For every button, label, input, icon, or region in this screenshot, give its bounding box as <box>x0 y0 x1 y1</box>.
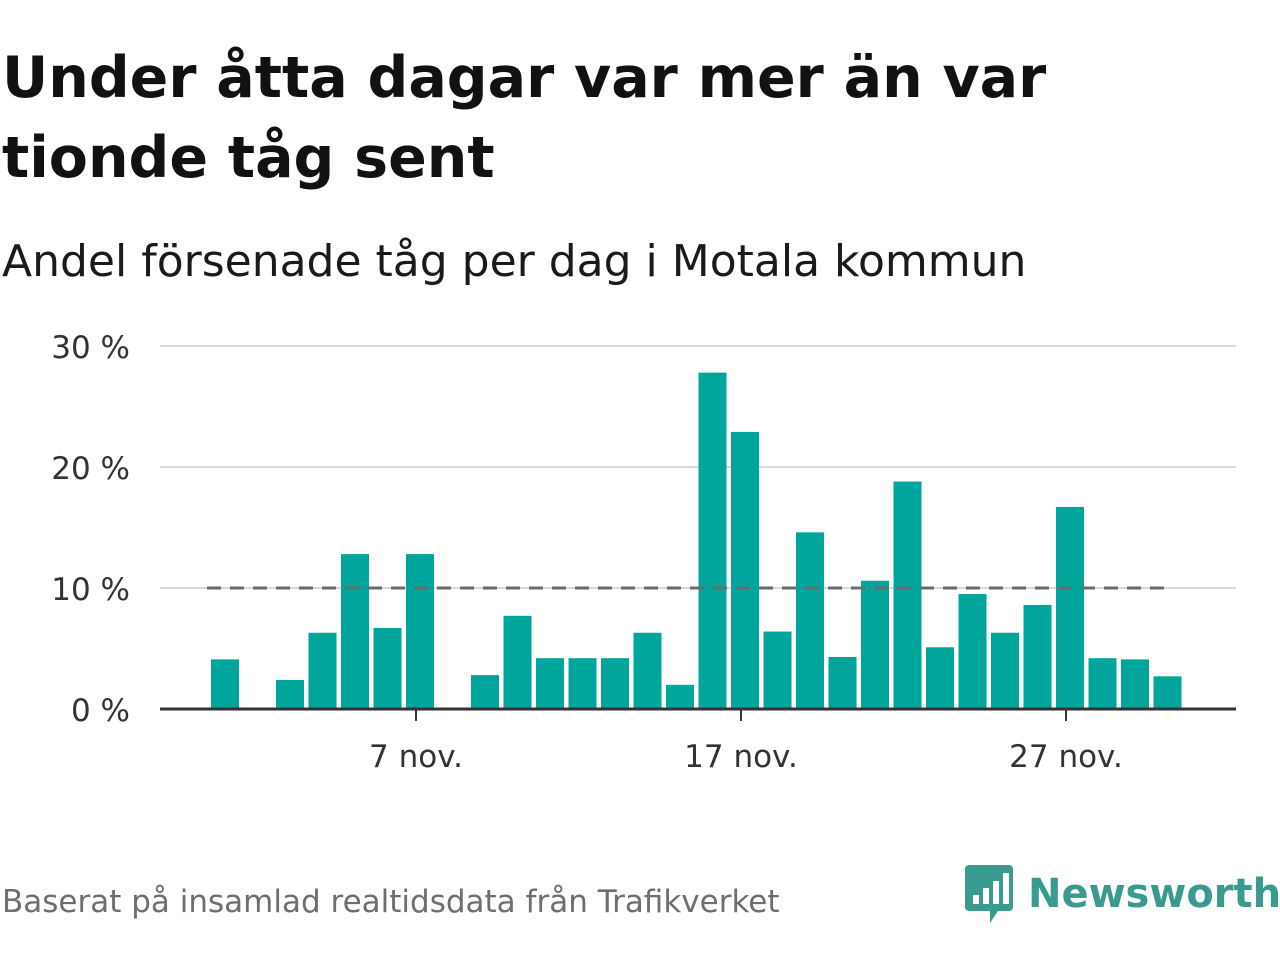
bar <box>276 679 304 709</box>
bar <box>926 647 954 709</box>
bar <box>1023 604 1052 709</box>
bar <box>828 656 857 709</box>
bar <box>1121 659 1149 709</box>
bar <box>601 658 629 709</box>
bars <box>211 372 1182 709</box>
y-tick-label: 10 % <box>51 572 130 608</box>
page-title: Under åtta dagar var mer än var tionde t… <box>2 45 1047 191</box>
x-tick-label: 17 nov. <box>684 739 798 775</box>
bar <box>666 684 694 709</box>
bar <box>536 658 564 709</box>
bar <box>373 627 402 709</box>
bar <box>861 580 889 709</box>
brand-logo: Newsworthy <box>964 862 1280 926</box>
bar <box>698 372 727 709</box>
y-tick-label: 30 % <box>51 330 130 366</box>
bar <box>503 615 532 709</box>
bar <box>471 675 499 709</box>
x-tick-label: 7 nov. <box>369 739 463 775</box>
bar <box>1153 676 1182 709</box>
bar <box>796 532 824 709</box>
bar <box>763 631 792 709</box>
source-note: Baserat på insamlad realtidsdata från Tr… <box>2 884 780 920</box>
bar <box>406 554 434 709</box>
bar <box>991 632 1019 709</box>
bar <box>341 554 369 709</box>
bar <box>308 632 337 709</box>
x-axis: 7 nov. 17 nov. 27 nov. <box>160 707 1236 775</box>
bar <box>211 659 239 709</box>
bar <box>568 658 597 709</box>
bar <box>958 594 987 709</box>
bar <box>633 632 662 709</box>
bar <box>893 481 922 709</box>
x-tick-label: 27 nov. <box>1009 739 1123 775</box>
chart-subtitle: Andel försenade tåg per dag i Motala kom… <box>2 236 1027 287</box>
y-tick-label: 0 % <box>71 693 130 729</box>
chart-speech-bubble-icon <box>965 865 1013 923</box>
y-tick-label: 20 % <box>51 451 130 487</box>
bar <box>1088 658 1117 709</box>
y-axis-labels: 0 % 10 % 20 % 30 % <box>51 330 130 729</box>
bar <box>1056 506 1084 709</box>
brand-name: Newsworthy <box>1028 871 1280 917</box>
bar-chart: 0 % 10 % 20 % 30 % 7 nov. 17 nov. 27 nov. <box>51 330 1236 775</box>
bar <box>731 431 759 709</box>
